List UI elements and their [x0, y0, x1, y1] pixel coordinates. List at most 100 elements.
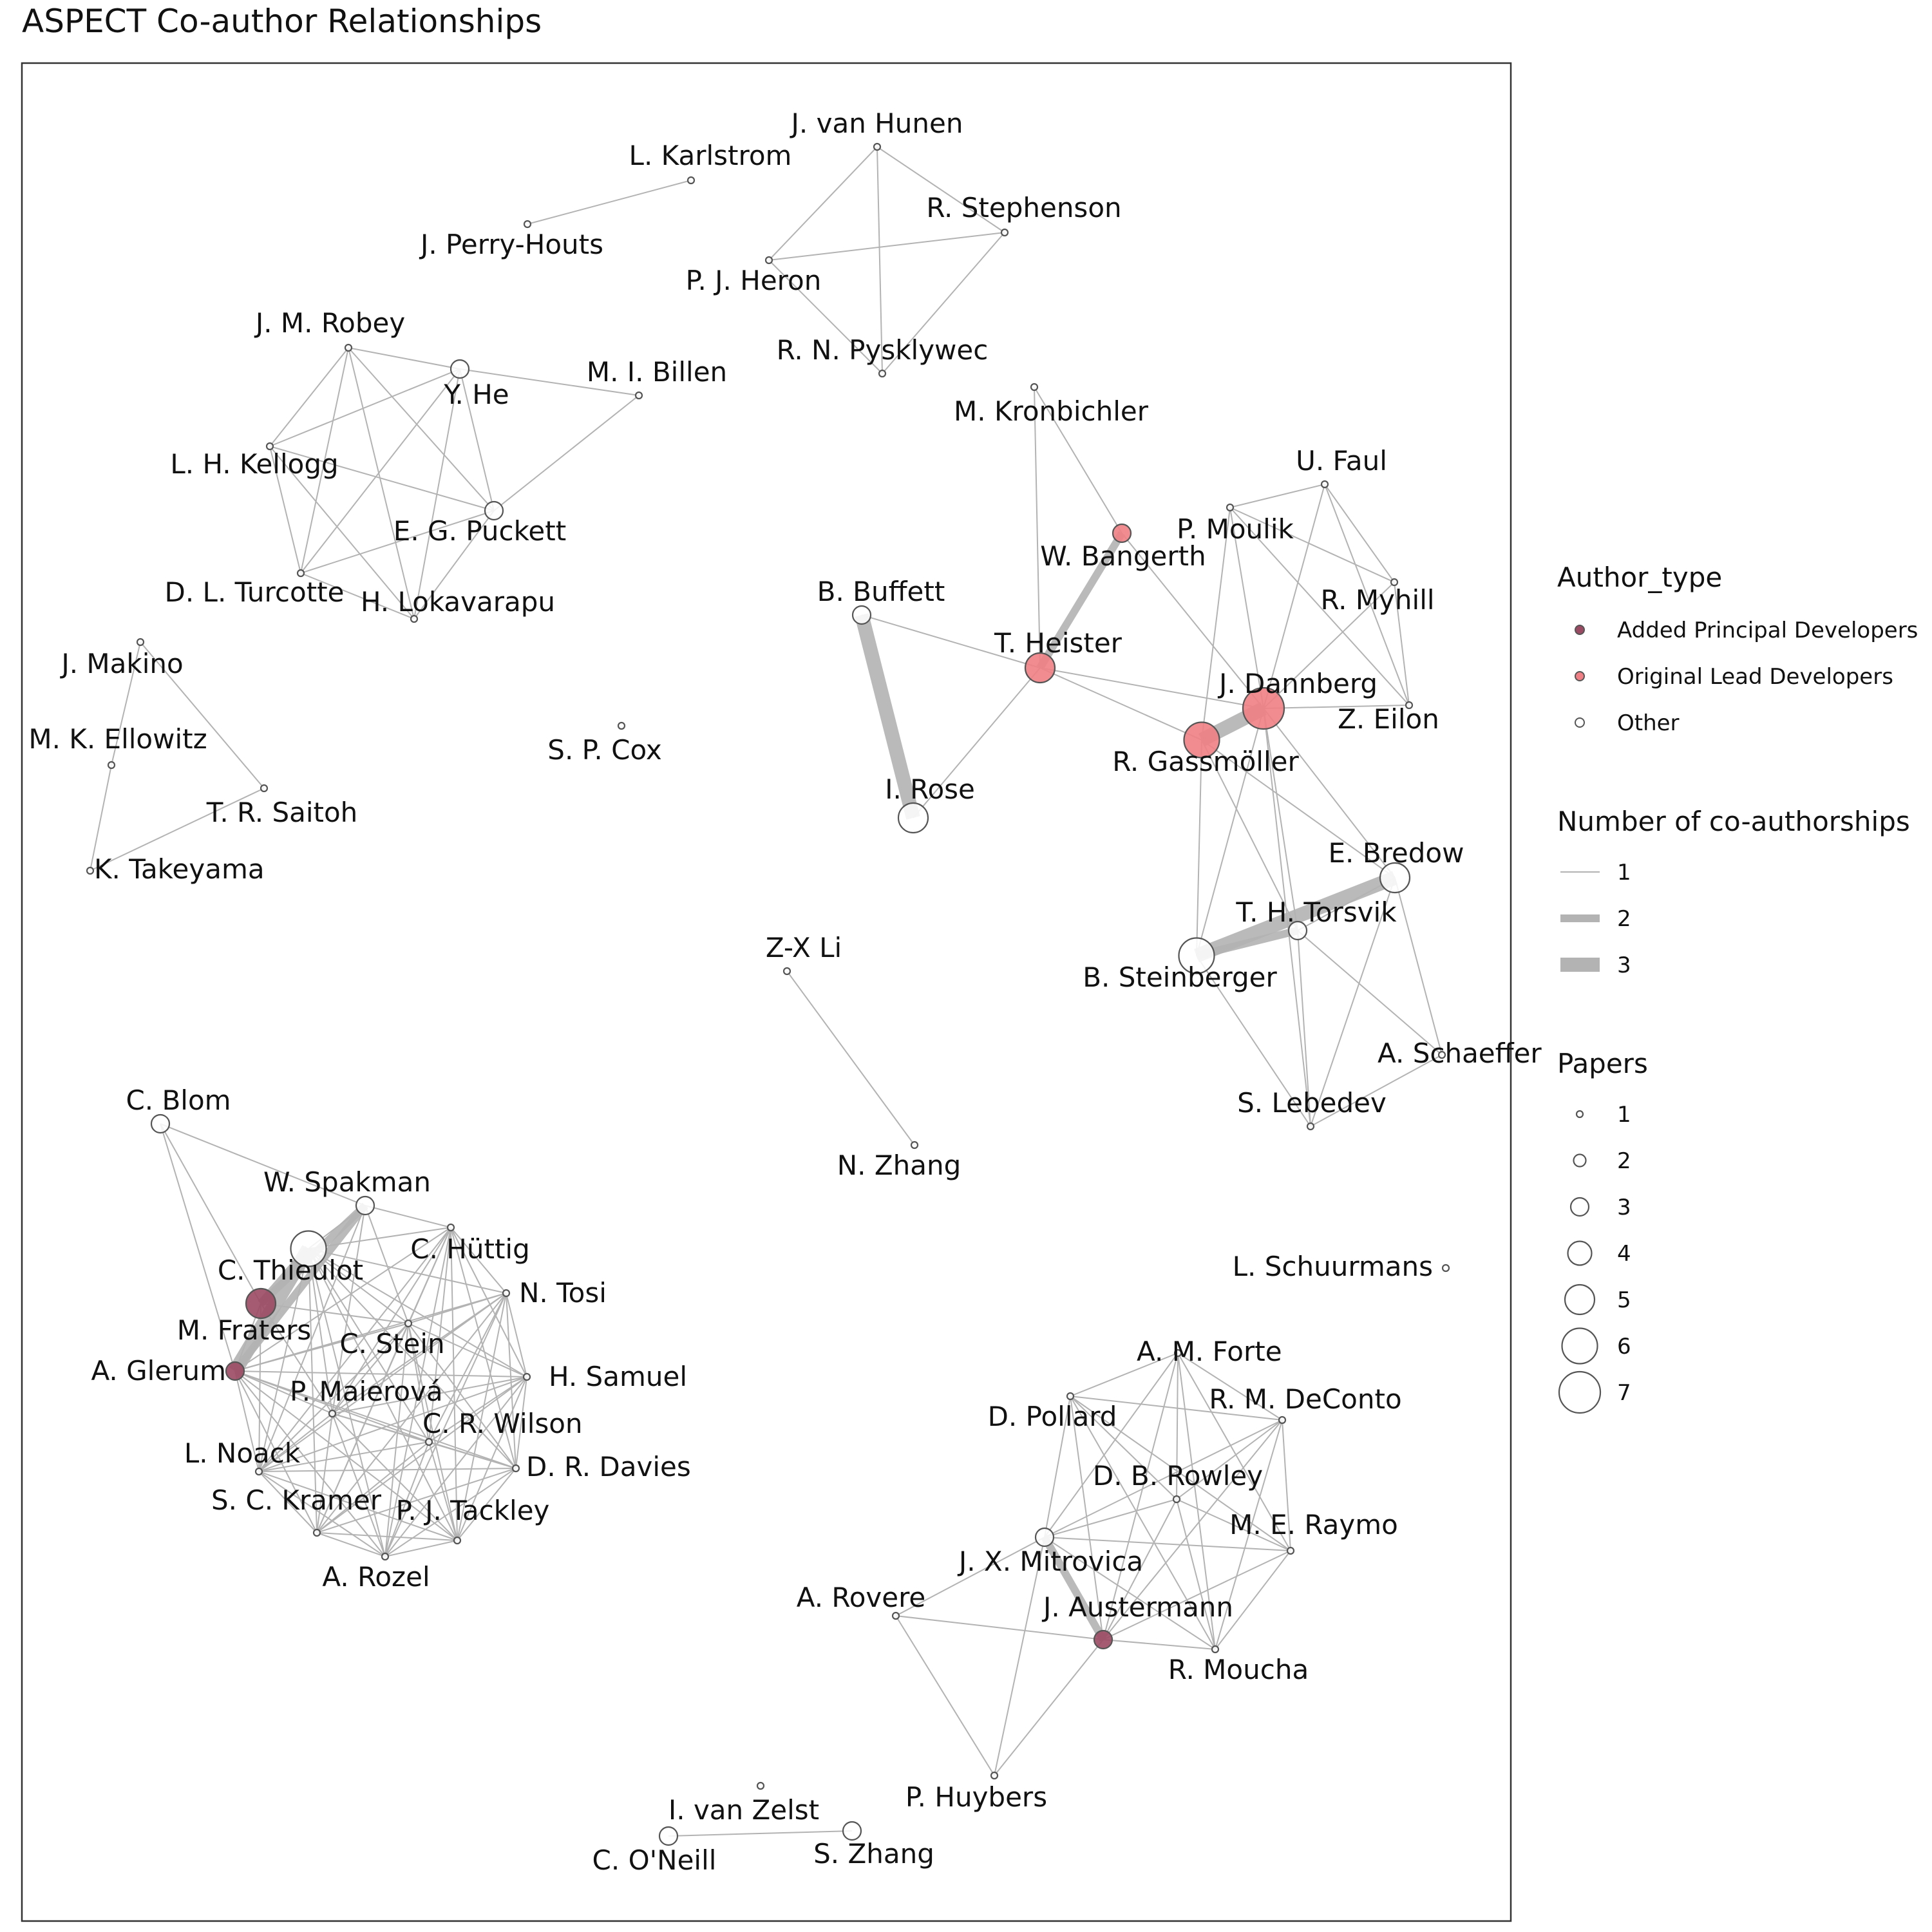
node-label-d-b-rowley: D. B. Rowley — [1093, 1460, 1263, 1492]
node-c-o-neill[interactable] — [658, 1826, 679, 1846]
node-a-rovere[interactable] — [891, 1611, 900, 1620]
node-r-moucha[interactable] — [1211, 1645, 1220, 1654]
node-j-austermann[interactable] — [1093, 1629, 1113, 1650]
node-m-k-ellowitz[interactable] — [107, 761, 116, 770]
edge-y-he-m-i-billen — [459, 368, 639, 396]
node-l-karlstrom[interactable] — [687, 176, 696, 185]
node-j-dannberg[interactable] — [1242, 687, 1285, 730]
edge-m-e-raymo-r-moucha — [1215, 1550, 1291, 1650]
node-t-r-saitoh[interactable] — [260, 784, 269, 793]
node-d-l-turcotte[interactable] — [296, 569, 305, 578]
node-s-c-kramer[interactable] — [312, 1528, 321, 1537]
node-a-m-forte[interactable] — [1173, 1349, 1182, 1358]
node-t-h-torsvik[interactable] — [1287, 920, 1308, 941]
edge-b-buffett-t-heister — [861, 614, 1041, 668]
edge-e-bredow-t-h-torsvik — [1297, 877, 1396, 931]
edge-r-myhill-z-eilon — [1394, 582, 1410, 706]
node-j-makino[interactable] — [136, 638, 145, 647]
node-m-fraters[interactable] — [245, 1287, 277, 1320]
node-u-faul[interactable] — [1320, 480, 1329, 489]
node-w-bangerth[interactable] — [1112, 523, 1132, 544]
edge-l-noack-a-rozel — [258, 1471, 386, 1557]
edge-j-austermann-r-m-deconto — [1103, 1419, 1283, 1640]
node-label-c-r-wilson: C. R. Wilson — [422, 1408, 583, 1439]
node-k-takeyama[interactable] — [86, 866, 95, 875]
edge-t-h-torsvik-s-lebedev — [1297, 930, 1311, 1127]
node-l-noack[interactable] — [254, 1467, 263, 1476]
node-j-x-mitrovica[interactable] — [1034, 1527, 1055, 1548]
node-p-maierov[interactable] — [328, 1409, 337, 1418]
edge-z-x-li-n-zhang — [786, 971, 915, 1146]
edge-j-x-mitrovica-d-b-rowley — [1044, 1499, 1177, 1538]
edge-n-tosi-d-r-davies — [506, 1293, 516, 1469]
node-b-buffett[interactable] — [851, 605, 872, 625]
node-d-b-rowley[interactable] — [1172, 1495, 1181, 1504]
node-z-x-li[interactable] — [782, 967, 791, 976]
node-w-spakman[interactable] — [355, 1195, 375, 1216]
node-j-van-hunen[interactable] — [873, 142, 882, 151]
edge-n-tosi-p-j-tackley — [457, 1293, 507, 1541]
node-r-gassm-ller[interactable] — [1183, 721, 1220, 759]
node-label-m-k-ellowitz: M. K. Ellowitz — [28, 723, 207, 755]
node-i-rose[interactable] — [897, 802, 929, 834]
node-c-r-wilson[interactable] — [424, 1437, 433, 1446]
node-p-j-heron[interactable] — [764, 256, 773, 265]
node-m-e-raymo[interactable] — [1286, 1546, 1295, 1555]
node-c-blom[interactable] — [150, 1113, 171, 1134]
node-a-rozel[interactable] — [381, 1552, 390, 1561]
edge-e-bredow-s-lebedev — [1310, 877, 1396, 1127]
node-label-r-moucha: R. Moucha — [1168, 1654, 1309, 1685]
node-s-zhang[interactable] — [842, 1821, 862, 1841]
node-j-perry-houts[interactable] — [523, 220, 532, 229]
node-r-myhill[interactable] — [1390, 578, 1399, 587]
node-j-m-robey[interactable] — [344, 343, 353, 352]
edge-c-h-ttig-l-noack — [258, 1227, 451, 1472]
node-n-zhang[interactable] — [910, 1141, 919, 1150]
panel-border — [21, 62, 1512, 1922]
node-r-stephenson[interactable] — [1000, 228, 1009, 237]
node-label-s-zhang: S. Zhang — [813, 1838, 934, 1870]
node-i-van-zelst[interactable] — [756, 1781, 765, 1790]
node-d-r-davies[interactable] — [511, 1464, 520, 1473]
node-e-g-puckett[interactable] — [484, 500, 504, 521]
edge-j-x-mitrovica-j-austermann — [1041, 1535, 1107, 1642]
edge-c-h-ttig-c-r-wilson — [428, 1227, 451, 1443]
node-t-heister[interactable] — [1024, 652, 1056, 684]
node-p-j-tackley[interactable] — [453, 1536, 462, 1545]
node-m-i-billen[interactable] — [634, 391, 643, 400]
legend-papers-label-7: 7 — [1617, 1380, 1631, 1406]
node-a-schaeffer[interactable] — [1437, 1050, 1446, 1059]
node-l-schuurmans[interactable] — [1441, 1264, 1450, 1273]
node-n-tosi[interactable] — [502, 1289, 511, 1298]
node-c-h-ttig[interactable] — [446, 1223, 455, 1232]
legend-type-label-original-lead-developers: Original Lead Developers — [1617, 664, 1893, 690]
node-e-bredow[interactable] — [1379, 862, 1411, 894]
node-r-m-deconto[interactable] — [1278, 1416, 1287, 1425]
node-z-eilon[interactable] — [1405, 701, 1414, 710]
node-m-kronbichler[interactable] — [1030, 383, 1039, 392]
node-r-n-pysklywec[interactable] — [878, 369, 887, 378]
node-s-p-cox[interactable] — [617, 721, 626, 730]
node-s-lebedev[interactable] — [1306, 1122, 1315, 1131]
node-d-pollard[interactable] — [1066, 1392, 1075, 1401]
node-p-huybers[interactable] — [990, 1771, 999, 1780]
node-l-h-kellogg[interactable] — [265, 442, 274, 451]
node-h-lokavarapu[interactable] — [410, 614, 419, 623]
node-label-a-m-forte: A. M. Forte — [1137, 1336, 1282, 1367]
node-label-c-blom: C. Blom — [126, 1084, 231, 1116]
node-c-stein[interactable] — [404, 1319, 413, 1328]
edge-n-tosi-a-rozel — [384, 1293, 507, 1557]
legend-papers-label-6: 6 — [1617, 1334, 1631, 1359]
node-y-he[interactable] — [450, 359, 470, 379]
node-b-steinberger[interactable] — [1178, 937, 1215, 974]
node-h-samuel[interactable] — [522, 1372, 531, 1381]
edge-d-r-davies-a-rozel — [384, 1468, 516, 1557]
edge-t-h-torsvik-a-schaeffer — [1297, 930, 1443, 1056]
edge-n-tosi-p-maierov — [332, 1293, 507, 1414]
node-a-glerum[interactable] — [225, 1361, 245, 1381]
edge-y-he-l-h-kellogg — [269, 368, 460, 447]
node-c-thieulot[interactable] — [290, 1230, 327, 1267]
legend-edge-label-2: 2 — [1617, 906, 1631, 932]
node-p-moulik[interactable] — [1226, 503, 1235, 512]
legend-papers-swatch-3 — [1569, 1197, 1590, 1217]
